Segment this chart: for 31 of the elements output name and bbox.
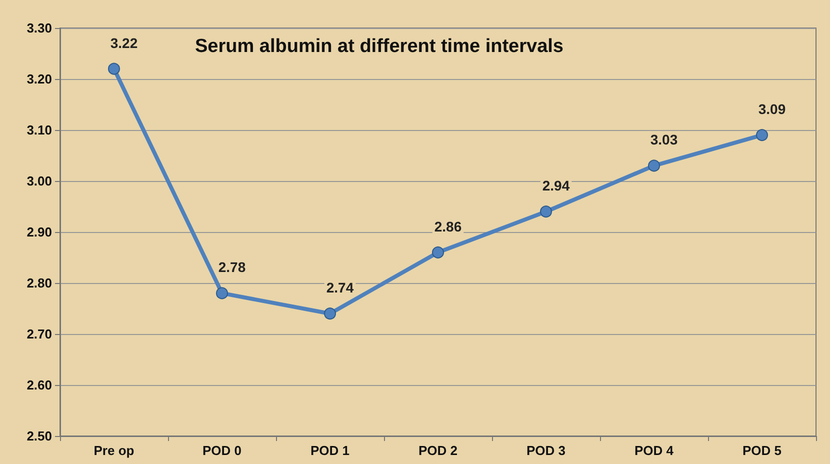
data-label: 2.78 — [218, 259, 246, 276]
point — [756, 129, 768, 142]
point — [108, 62, 120, 75]
y-tick-label: 2.70 — [26, 326, 52, 342]
x-tick-label: POD 0 — [202, 443, 242, 458]
data-label: 2.86 — [434, 218, 462, 234]
chart-title: Serum albumin at different time intervals — [195, 36, 564, 57]
y-tick-label: 3.10 — [26, 122, 52, 138]
y-tick-label: 2.80 — [26, 276, 52, 290]
data-label: 3.22 — [110, 34, 138, 51]
point — [324, 308, 336, 320]
data-label: 2.74 — [326, 280, 354, 296]
point — [648, 160, 660, 172]
y-tick-label: 2.60 — [26, 378, 52, 392]
x-tick-label: POD 3 — [526, 443, 566, 458]
point — [540, 206, 552, 218]
x-tick-label: POD 4 — [634, 443, 674, 458]
y-tick-label: 3.20 — [26, 72, 52, 86]
data-label: 2.94 — [542, 178, 570, 194]
x-tick-label: POD 2 — [418, 443, 458, 458]
x-tick-label: Pre op — [94, 443, 134, 458]
x-tick-label: POD 1 — [310, 443, 350, 458]
point — [216, 287, 228, 300]
data-label: 3.09 — [758, 101, 786, 118]
y-tick-label: 2.90 — [26, 224, 52, 240]
y-tick-label: 2.50 — [26, 428, 52, 444]
y-tick-label: 3.30 — [26, 20, 52, 36]
point — [432, 246, 444, 258]
y-tick-label: 3.00 — [26, 174, 52, 188]
x-tick-label: POD 5 — [742, 443, 782, 458]
data-label: 3.03 — [650, 132, 678, 148]
